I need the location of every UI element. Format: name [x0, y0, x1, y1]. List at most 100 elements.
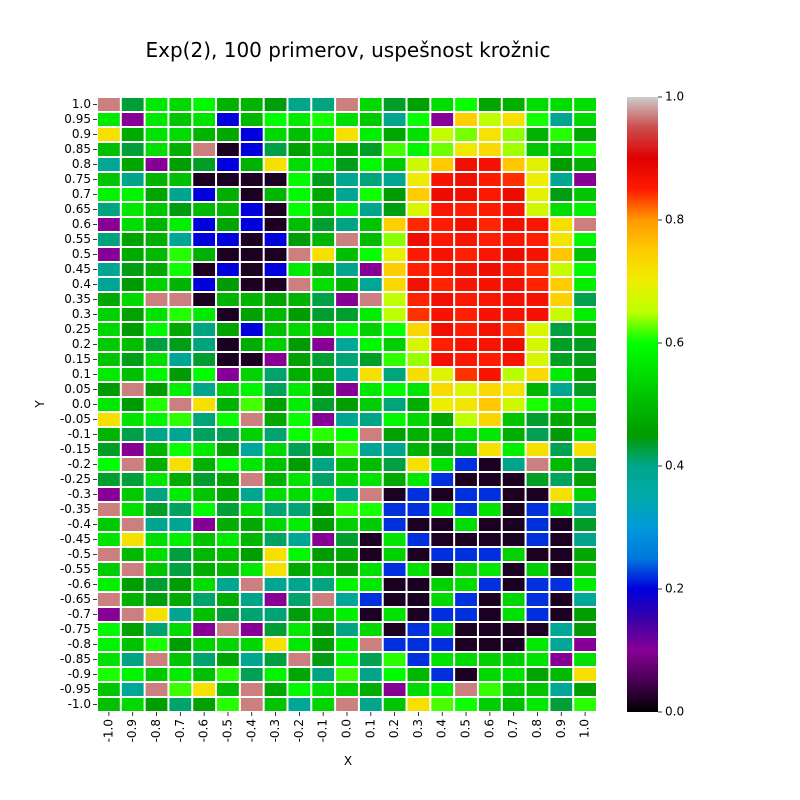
heatmap-cell — [526, 278, 549, 291]
heatmap-cell — [336, 578, 358, 591]
heatmap-cell — [240, 188, 263, 201]
heatmap-cell — [312, 578, 335, 591]
heatmap-cell — [121, 533, 144, 546]
heatmap-cell — [98, 608, 120, 621]
heatmap-cell — [288, 473, 311, 486]
heatmap-cell — [240, 218, 263, 231]
heatmap-cell — [502, 98, 525, 111]
heatmap-cell — [336, 443, 358, 456]
heatmap-cell — [121, 353, 144, 366]
heatmap-cell — [526, 398, 549, 411]
heatmap-cell — [431, 158, 454, 171]
heatmap-cell — [407, 263, 430, 276]
heatmap-cell — [478, 428, 501, 441]
heatmap-cell — [145, 668, 168, 681]
heatmap-cell — [431, 473, 454, 486]
heatmap-cell — [502, 188, 525, 201]
heatmap-cell — [502, 668, 525, 681]
heatmap-cell — [550, 428, 573, 441]
heatmap-cell — [431, 668, 454, 681]
heatmap-cell — [264, 263, 287, 276]
heatmap-cell — [431, 458, 454, 471]
heatmap-cell — [264, 233, 287, 246]
heatmap-cell — [145, 488, 168, 501]
heatmap-cell — [455, 203, 477, 216]
heatmap-cell — [193, 593, 216, 606]
y-tick-label: -0.6 — [68, 577, 91, 591]
heatmap-cell — [478, 113, 501, 126]
heatmap-cell — [455, 98, 477, 111]
heatmap-cell — [169, 173, 192, 186]
heatmap-cell — [574, 473, 596, 486]
heatmap-cell — [502, 263, 525, 276]
heatmap-cell — [359, 563, 382, 576]
heatmap-cell — [217, 128, 239, 141]
heatmap-cell — [526, 683, 549, 696]
heatmap-cell — [359, 458, 382, 471]
heatmap-cell — [312, 263, 335, 276]
y-tick-label: -0.55 — [60, 562, 91, 576]
heatmap-cell — [383, 353, 406, 366]
heatmap-cell — [169, 518, 192, 531]
heatmap-cell — [336, 413, 358, 426]
heatmap-cell — [193, 683, 216, 696]
heatmap-cell — [145, 473, 168, 486]
heatmap-cell — [336, 503, 358, 516]
heatmap-cell — [407, 188, 430, 201]
heatmap-cell — [98, 593, 120, 606]
heatmap-cell — [288, 608, 311, 621]
heatmap-cell — [478, 188, 501, 201]
heatmap-cell — [193, 203, 216, 216]
heatmap-cell — [264, 518, 287, 531]
heatmap-cell — [336, 653, 358, 666]
heatmap-cell — [336, 563, 358, 576]
heatmap-cell — [407, 638, 430, 651]
heatmap-cell — [169, 638, 192, 651]
heatmap-cell — [169, 533, 192, 546]
heatmap-cell — [455, 623, 477, 636]
heatmap-cell — [455, 563, 477, 576]
heatmap-cell — [288, 173, 311, 186]
heatmap-cell — [145, 353, 168, 366]
heatmap-cell — [431, 353, 454, 366]
heatmap-cell — [574, 668, 596, 681]
heatmap-cell — [98, 443, 120, 456]
heatmap-cell — [264, 398, 287, 411]
heatmap-cell — [550, 623, 573, 636]
heatmap-cell — [407, 323, 430, 336]
heatmap-cell — [193, 278, 216, 291]
heatmap-cell — [145, 338, 168, 351]
heatmap-cell — [193, 398, 216, 411]
heatmap-cell — [574, 98, 596, 111]
heatmap-cell — [383, 233, 406, 246]
heatmap-cell — [217, 368, 239, 381]
heatmap-cell — [478, 503, 501, 516]
heatmap-cell — [145, 428, 168, 441]
heatmap-cell — [478, 173, 501, 186]
heatmap-cell — [312, 668, 335, 681]
heatmap-cell — [407, 428, 430, 441]
heatmap-cell — [145, 128, 168, 141]
heatmap-cell — [431, 533, 454, 546]
heatmap-cell — [478, 218, 501, 231]
heatmap-cell — [121, 368, 144, 381]
heatmap-cell — [217, 623, 239, 636]
heatmap-cell — [550, 458, 573, 471]
chart-title: Exp(2), 100 primerov, uspešnost krožnic — [146, 38, 551, 62]
heatmap-cell — [574, 173, 596, 186]
heatmap-cell — [217, 518, 239, 531]
heatmap-cell — [312, 353, 335, 366]
heatmap-cell — [526, 488, 549, 501]
heatmap-cell — [526, 128, 549, 141]
heatmap-cell — [240, 593, 263, 606]
heatmap-cell — [240, 683, 263, 696]
heatmap-cell — [240, 368, 263, 381]
heatmap-cell — [121, 548, 144, 561]
heatmap-cell — [550, 383, 573, 396]
heatmap-cell — [574, 278, 596, 291]
heatmap-cell — [240, 608, 263, 621]
heatmap-cell — [121, 413, 144, 426]
heatmap-cell — [502, 443, 525, 456]
heatmap-cell — [169, 128, 192, 141]
heatmap-cell — [193, 233, 216, 246]
